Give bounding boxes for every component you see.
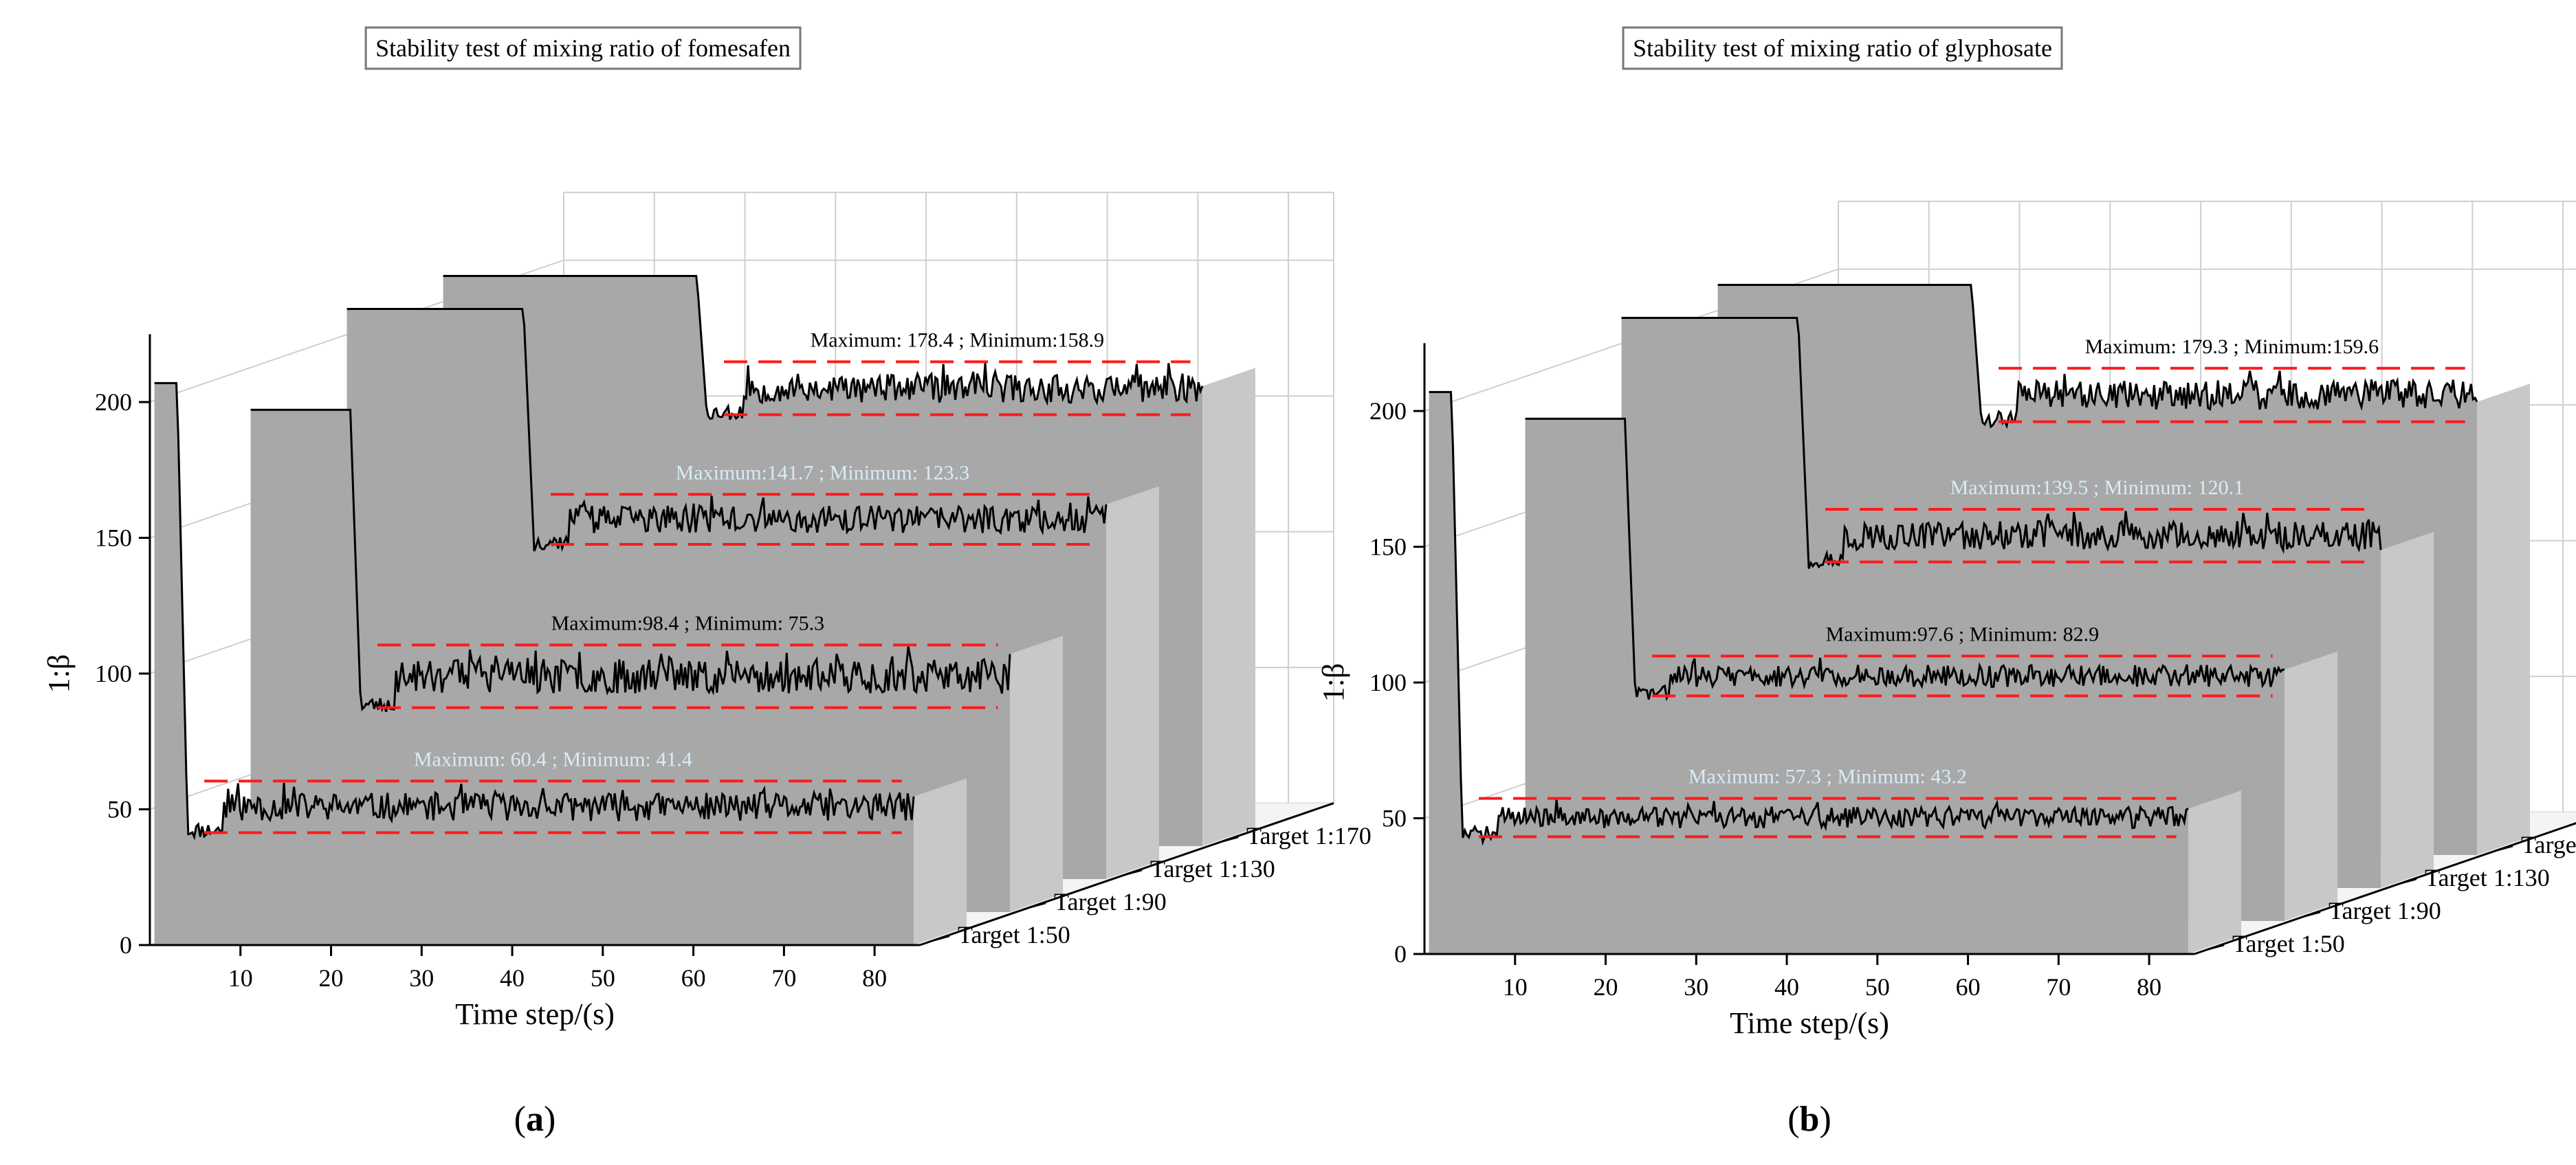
- x-tick-label: 20: [1594, 973, 1618, 1001]
- series-side-face: [2285, 651, 2338, 921]
- series-slice-2: Maximum:98.4 ; Minimum: 75.3: [250, 408, 1064, 912]
- y-tick-label: 0: [1394, 940, 1407, 968]
- depth-tick: [2497, 845, 2513, 852]
- y-tick-label: 200: [95, 388, 132, 416]
- chart-panel-b: Maximum: 179.3 ; Minimum:159.6 Maximum:13…: [1317, 26, 2576, 1139]
- min-max-annotation: Maximum:98.4 ; Minimum: 75.3: [551, 612, 825, 634]
- x-tick-label: 70: [771, 964, 796, 992]
- depth-tick-label: Target 1:90: [2329, 897, 2441, 924]
- x-tick-label: 40: [1774, 973, 1799, 1001]
- series-side-face: [1010, 636, 1064, 912]
- x-tick-label: 70: [2046, 973, 2071, 1001]
- depth-tick: [2208, 944, 2225, 951]
- x-tick-label: 30: [1684, 973, 1708, 1001]
- series-side-face: [2381, 531, 2434, 888]
- chart-panel-a: Maximum: 178.4 ; Minimum:158.9 Maximum:14…: [42, 26, 1372, 1139]
- series-line: [443, 275, 1204, 421]
- y-axis-title: 1:β: [42, 654, 76, 694]
- y-tick-label: 50: [107, 796, 132, 823]
- x-tick-label: 10: [1503, 973, 1528, 1001]
- y-tick-label: 150: [1369, 533, 1407, 561]
- depth-tick-label: Target 1:130: [1150, 855, 1275, 883]
- series-line: [1717, 284, 2478, 430]
- panel-label-letter: a: [526, 1100, 544, 1139]
- x-tick-label: 60: [1956, 973, 1981, 1001]
- title-border: [1622, 26, 2063, 70]
- series-side-face: [914, 778, 967, 945]
- y-tick-label: 50: [1382, 805, 1407, 832]
- series-area: [154, 383, 914, 945]
- series-side-face: [2188, 790, 2242, 954]
- depth-tick-label: Target 1:50: [2232, 930, 2345, 957]
- chart-title-box: Stability test of mixing ratio of fomesa…: [364, 26, 802, 70]
- x-tick-label: 50: [591, 964, 615, 992]
- depth-tick: [1126, 869, 1143, 876]
- depth-tick: [1222, 836, 1239, 843]
- y-tick-label: 100: [1369, 669, 1407, 696]
- min-max-annotation: Maximum: 57.3 ; Minimum: 43.2: [1688, 766, 1967, 788]
- series-line: [1525, 417, 2285, 702]
- x-tick-label: 10: [228, 964, 253, 992]
- x-tick-label: 80: [2137, 973, 2161, 1001]
- x-tick-label: 20: [319, 964, 344, 992]
- depth-tick: [2304, 911, 2321, 918]
- series-side-face: [1202, 368, 1256, 846]
- depth-tick-label: Target 1:90: [1054, 888, 1167, 916]
- depth-tick: [1030, 902, 1046, 909]
- depth-tick-label: Target 1:170: [2521, 831, 2576, 858]
- min-max-annotation: Maximum: 178.4 ; Minimum:158.9: [811, 329, 1105, 351]
- panel-label-open: (: [1787, 1100, 1799, 1139]
- series-line: [1621, 317, 2382, 569]
- depth-tick: [2401, 878, 2417, 885]
- series-side-face: [2477, 384, 2531, 855]
- series-line: [250, 408, 1011, 713]
- panel-label: (a): [514, 1100, 556, 1139]
- panel-label-close: ): [1819, 1100, 1831, 1139]
- chart-title: Stability test of mixing ratio of fomesa…: [375, 34, 791, 62]
- depth-tick-label: Target 1:170: [1246, 822, 1372, 850]
- y-tick-label: 100: [95, 660, 132, 687]
- series-line: [346, 308, 1108, 553]
- chart-title-box: Stability test of mixing ratio of glypho…: [1622, 26, 2063, 70]
- min-max-annotation: Maximum:97.6 ; Minimum: 82.9: [1826, 623, 2100, 645]
- min-max-annotation: Maximum: 179.3 ; Minimum:159.6: [2085, 335, 2379, 358]
- y-tick-label: 0: [120, 931, 132, 959]
- series-line: [1429, 390, 2189, 846]
- x-tick-label: 30: [409, 964, 434, 992]
- panel-label: (b): [1787, 1100, 1831, 1139]
- series-area: [250, 410, 1011, 912]
- y-axis-title: 1:β: [1317, 663, 1350, 702]
- depth-tick-label: Target 1:50: [958, 921, 1070, 948]
- series-side-face: [1106, 486, 1160, 879]
- depth-tick-label: Target 1:130: [2425, 864, 2550, 891]
- x-axis-title: Time step/(s): [1730, 1006, 1889, 1040]
- series-slice-1: Maximum: 60.4 ; Minimum: 41.4: [154, 381, 967, 945]
- x-axis-title: Time step/(s): [455, 997, 615, 1031]
- y-tick-label: 200: [1369, 397, 1407, 425]
- chart-title: Stability test of mixing ratio of glypho…: [1633, 34, 2052, 62]
- min-max-annotation: Maximum:139.5 ; Minimum: 120.1: [1950, 476, 2245, 499]
- series-slice-2: Maximum:97.6 ; Minimum: 82.9: [1525, 417, 2338, 921]
- min-max-annotation: Maximum:141.7 ; Minimum: 123.3: [676, 461, 970, 484]
- y-tick-label: 150: [95, 524, 132, 552]
- x-tick-label: 40: [500, 964, 525, 992]
- panel-label-letter: b: [1800, 1100, 1820, 1139]
- min-max-annotation: Maximum: 60.4 ; Minimum: 41.4: [414, 748, 692, 770]
- x-tick-label: 80: [862, 964, 887, 992]
- series-line: [154, 381, 915, 841]
- depth-tick: [934, 935, 950, 942]
- panel-label-open: (: [514, 1100, 526, 1139]
- x-tick-label: 50: [1865, 973, 1890, 1001]
- x-tick-label: 60: [681, 964, 706, 992]
- series-slice-1: Maximum: 57.3 ; Minimum: 43.2: [1429, 390, 2242, 954]
- title-border: [364, 26, 802, 70]
- panel-label-close: ): [544, 1100, 555, 1139]
